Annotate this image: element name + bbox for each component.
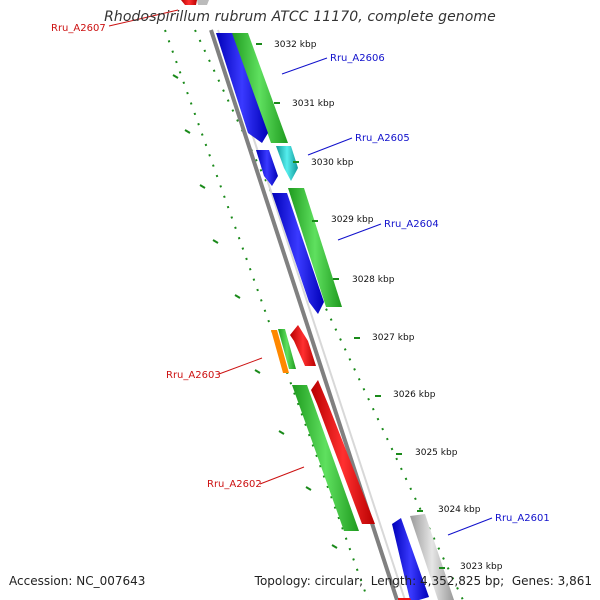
gene-rru-a2602-green[interactable] (292, 385, 359, 531)
accession-info: Accession: NC_007643 (9, 574, 145, 588)
accession-label: Accession: (9, 574, 73, 588)
scale-label-3023: 3023 kbp (460, 562, 503, 572)
scale-label-3029: 3029 kbp (331, 215, 374, 225)
gene-top-gray (197, 0, 209, 5)
gene-rru-a2605[interactable] (276, 146, 298, 181)
scale-label-3028: 3028 kbp (352, 275, 395, 285)
gene-rru-a2601-blue[interactable] (392, 518, 429, 600)
gene-rru-a2607[interactable] (181, 0, 197, 5)
label-leaders (108, 9, 493, 536)
gene-label-rru-a2605[interactable]: Rru_A2605 (355, 133, 410, 144)
scale-label-3026: 3026 kbp (393, 390, 436, 400)
scale-label-3030: 3030 kbp (311, 158, 354, 168)
gene-label-rru-a2606[interactable]: Rru_A2606 (330, 53, 385, 64)
gene-label-rru-a2607[interactable]: Rru_A2607 (51, 23, 106, 34)
gene-rru-a2603-red[interactable] (290, 325, 316, 366)
gene-label-rru-a2603[interactable]: Rru_A2603 (166, 370, 221, 381)
gene-rru-a2602-red[interactable] (311, 380, 375, 524)
gene-rru-a2601-gray[interactable] (410, 514, 454, 600)
gene-label-rru-a2604[interactable]: Rru_A2604 (384, 219, 439, 230)
scale-labels: 3032 kbp 3031 kbp 3030 kbp 3029 kbp 3028… (274, 40, 503, 572)
gene-rru-a2606[interactable] (231, 33, 288, 143)
gene-blue-3[interactable] (272, 193, 324, 314)
inner-dotted-ring (164, 29, 369, 600)
topology-label: Topology: (254, 574, 311, 588)
accession-value: NC_007643 (76, 574, 146, 588)
scale-tick-marks (256, 43, 445, 569)
genome-summary: Topology: circular; Length: 4,352,825 bp… (254, 574, 592, 588)
topology-value: circular (314, 574, 360, 588)
gene-labels: Rru_A2607 Rru_A2606 Rru_A2605 Rru_A2604 … (51, 23, 550, 524)
length-value: 4,352,825 bp (420, 574, 501, 588)
scale-label-3027: 3027 kbp (372, 333, 415, 343)
gene-rru-a2604[interactable] (288, 188, 342, 307)
gene-rru-a2603-green[interactable] (278, 329, 296, 369)
scale-label-3024: 3024 kbp (438, 505, 481, 515)
map-title: Rhodospirillum rubrum ATCC 11170, comple… (104, 9, 496, 25)
scale-label-3031: 3031 kbp (292, 99, 335, 109)
gene-label-rru-a2602[interactable]: Rru_A2602 (207, 479, 262, 490)
inner-ring-ticks (172, 74, 338, 549)
genes-label: Genes: (511, 574, 554, 588)
scale-label-3032: 3032 kbp (274, 40, 317, 50)
gene-blue-2[interactable] (256, 150, 278, 186)
genes-value: 3,861 (557, 574, 592, 588)
gene-label-rru-a2601[interactable]: Rru_A2601 (495, 513, 550, 524)
gene-rru-a2603-orange[interactable] (271, 330, 289, 373)
length-label: Length: (370, 574, 417, 588)
gene-blue-1[interactable] (216, 33, 268, 143)
scale-label-3025: 3025 kbp (415, 448, 458, 458)
